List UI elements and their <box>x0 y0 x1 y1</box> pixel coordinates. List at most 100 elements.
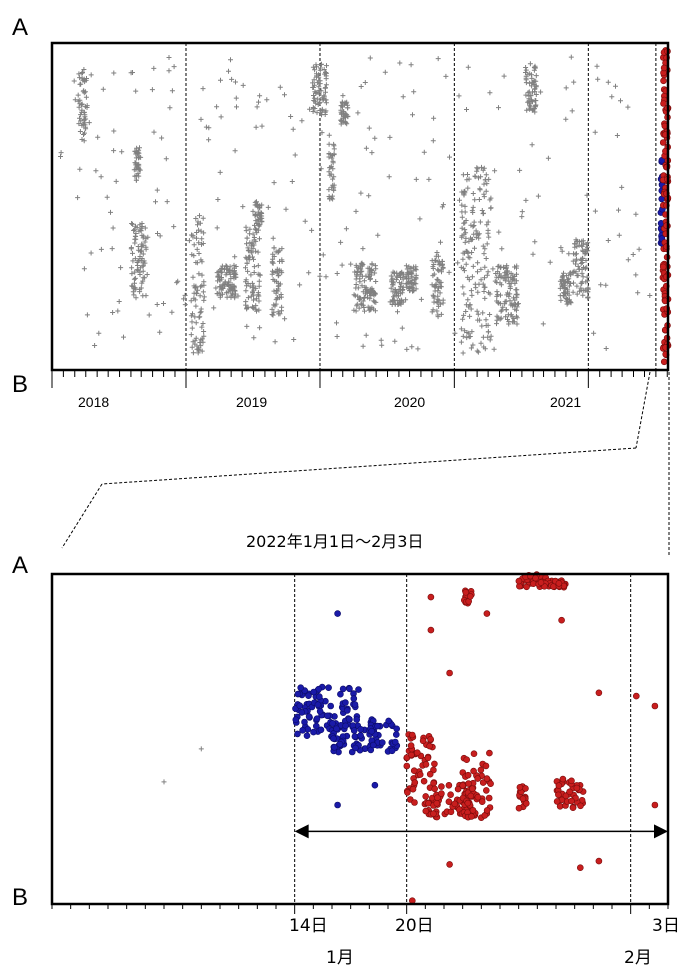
data-point <box>378 337 384 343</box>
data-point <box>516 783 524 791</box>
data-point <box>439 267 444 273</box>
data-point <box>477 187 483 193</box>
data-point <box>313 715 321 723</box>
data-point <box>491 346 497 352</box>
data-point <box>397 60 403 66</box>
data-point <box>77 166 83 172</box>
data-point <box>532 574 539 582</box>
data-point <box>246 257 252 263</box>
data-point <box>468 222 474 228</box>
data-point <box>198 746 204 752</box>
data-point <box>485 322 491 328</box>
data-point <box>408 265 414 271</box>
data-point <box>246 248 252 254</box>
data-point <box>337 690 344 698</box>
data-point <box>191 253 197 259</box>
data-point <box>353 282 359 287</box>
data-point <box>321 95 327 101</box>
data-point <box>585 240 591 246</box>
data-point <box>487 90 493 96</box>
data-point <box>233 95 239 101</box>
data-point <box>269 312 275 317</box>
data-point <box>393 290 399 296</box>
data-point <box>362 80 368 85</box>
data-point <box>81 67 87 72</box>
data-point <box>469 292 475 298</box>
data-point <box>250 246 256 252</box>
data-point <box>366 193 372 199</box>
data-point <box>338 117 344 123</box>
data-point <box>505 317 510 322</box>
data-point <box>330 196 336 202</box>
data-point <box>426 742 433 750</box>
data-point <box>460 256 466 262</box>
data-point <box>531 78 537 84</box>
data-point <box>248 293 254 299</box>
data-point <box>323 100 329 106</box>
data-point <box>334 334 340 339</box>
data-point <box>198 284 204 290</box>
data-point <box>324 63 329 69</box>
data-point <box>229 286 235 292</box>
data-point <box>77 129 83 134</box>
data-point <box>190 350 196 356</box>
data-point <box>468 306 474 312</box>
data-point <box>193 320 199 326</box>
data-point <box>84 76 89 81</box>
data-point <box>348 261 354 267</box>
data-point <box>169 309 175 315</box>
data-point <box>409 284 415 290</box>
data-point <box>429 258 435 264</box>
data-point <box>461 312 467 318</box>
data-point <box>469 274 475 280</box>
data-point <box>313 90 319 95</box>
data-point <box>302 218 308 224</box>
data-point <box>334 320 339 326</box>
data-point <box>306 270 312 276</box>
data-point <box>560 273 566 279</box>
data-point <box>386 174 392 180</box>
data-point <box>494 280 500 285</box>
data-point <box>514 313 519 319</box>
data-point <box>499 307 505 313</box>
data-point <box>585 295 591 301</box>
data-point <box>579 280 585 286</box>
data-point <box>343 226 349 232</box>
data-point <box>562 286 568 292</box>
data-point <box>355 293 361 299</box>
data-point <box>273 301 279 307</box>
data-point <box>277 281 283 287</box>
data-point <box>372 270 378 276</box>
data-point <box>136 154 142 160</box>
data-point <box>390 289 396 295</box>
data-point <box>483 775 491 782</box>
data-point <box>458 326 464 332</box>
data-point <box>292 716 300 724</box>
data-point <box>93 168 99 174</box>
data-point <box>584 192 590 198</box>
data-point <box>459 782 467 789</box>
data-point <box>360 289 366 295</box>
data-point <box>254 220 260 226</box>
data-point <box>447 791 454 799</box>
data-point <box>171 64 177 70</box>
data-point <box>279 246 285 252</box>
data-point <box>435 293 441 299</box>
data-point <box>259 123 265 129</box>
data-point <box>350 695 358 702</box>
data-point <box>535 193 541 199</box>
data-point <box>190 234 196 240</box>
data-point <box>529 83 535 89</box>
data-point <box>417 216 423 222</box>
data-point <box>390 276 396 282</box>
data-point <box>462 220 468 226</box>
data-point <box>257 222 263 228</box>
data-point <box>498 308 504 314</box>
data-point <box>527 61 533 67</box>
data-point <box>435 56 441 62</box>
data-point <box>372 135 378 141</box>
data-point <box>473 228 479 234</box>
data-point <box>430 810 437 818</box>
data-point <box>276 311 282 317</box>
data-point <box>305 713 313 720</box>
